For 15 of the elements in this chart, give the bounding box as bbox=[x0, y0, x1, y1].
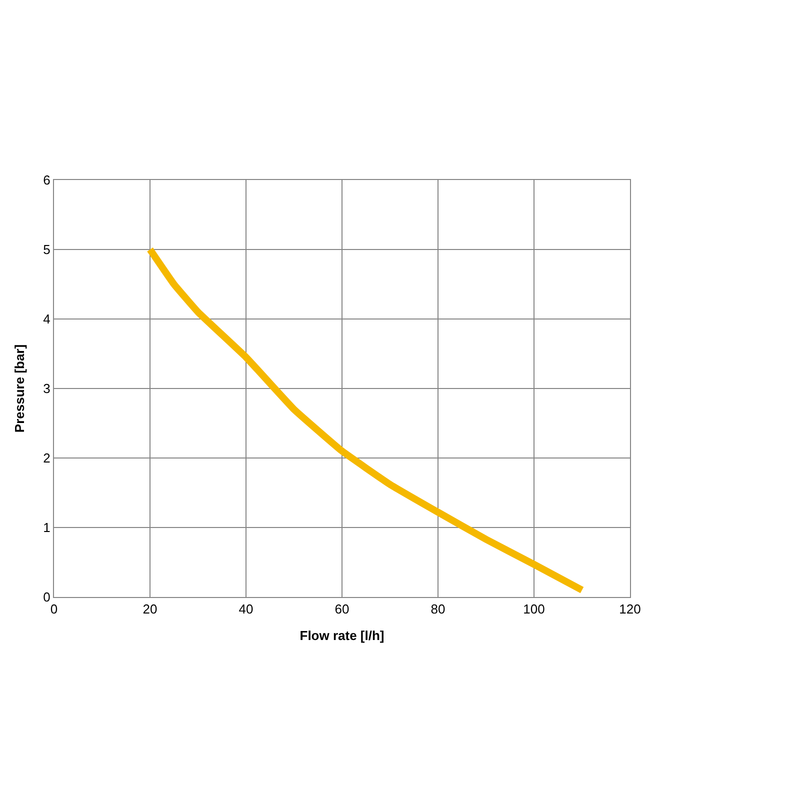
x-tick-label: 120 bbox=[619, 602, 641, 617]
x-tick-label: 40 bbox=[238, 602, 254, 617]
y-axis-title: Pressure [bar] bbox=[12, 344, 28, 433]
y-tick-label: 0 bbox=[43, 590, 50, 605]
x-tick-label: 20 bbox=[142, 602, 158, 617]
y-tick-label: 1 bbox=[43, 520, 50, 536]
x-tick-label: 80 bbox=[430, 602, 446, 617]
y-tick-label: 5 bbox=[43, 242, 50, 258]
y-tick-label: 2 bbox=[43, 450, 50, 466]
y-tick-label: 6 bbox=[43, 172, 50, 188]
y-tick-label: 4 bbox=[43, 312, 50, 327]
x-tick-label: 60 bbox=[334, 602, 350, 617]
x-tick-label: 100 bbox=[523, 602, 545, 617]
y-tick-label: 3 bbox=[43, 381, 50, 396]
x-axis-title: Flow rate [l/h] bbox=[300, 628, 384, 644]
